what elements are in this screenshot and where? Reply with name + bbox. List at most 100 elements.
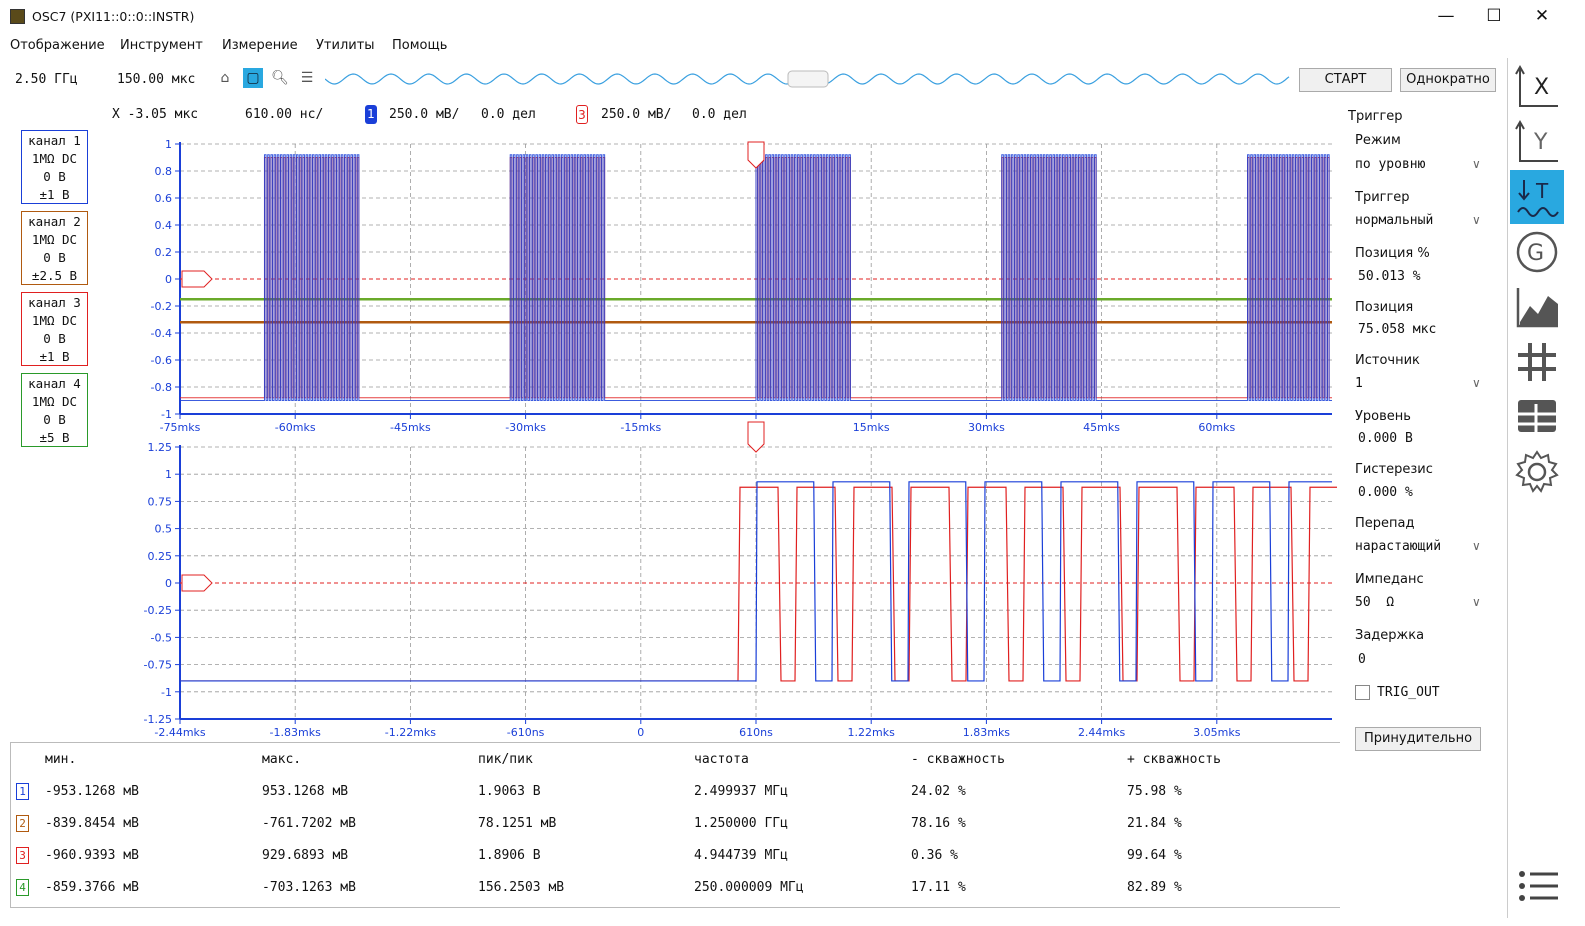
ch1-scale[interactable]: 250.0 мВ/ xyxy=(389,107,460,122)
maximize-button[interactable]: ☐ xyxy=(1486,6,1502,26)
menu-utilities[interactable]: Утилиты xyxy=(316,38,375,53)
channel-2-box[interactable]: канал 2 1MΩ DC 0 В ±2.5 В xyxy=(21,211,88,285)
grid-icon[interactable] xyxy=(1510,335,1564,389)
y-tick-label: 1.25 xyxy=(148,441,173,454)
table-icon[interactable] xyxy=(1510,390,1564,444)
y-tick-label: 0.25 xyxy=(148,550,173,563)
ch-name: канал 4 xyxy=(28,376,81,391)
measurement-value: 1.9063 В xyxy=(478,784,541,799)
row-channel-badge: 4 xyxy=(16,879,29,896)
waveform-plots[interactable]: 10.80.60.40.20-0.2-0.4-0.6-0.8-1-75mks -6… xyxy=(105,130,1337,742)
level-label: Уровень xyxy=(1355,409,1411,424)
measurement-value: -839.8454 мВ xyxy=(45,816,139,831)
hysteresis-input[interactable]: 0.000 % xyxy=(1358,485,1413,500)
channel-1-box[interactable]: канал 1 1MΩ DC 0 В ±1 В xyxy=(21,130,88,204)
ch3-offset[interactable]: 0.0 дел xyxy=(692,107,747,122)
gear-icon[interactable] xyxy=(1510,445,1564,499)
time-per-div[interactable]: 610.00 нс/ xyxy=(245,107,324,122)
source-label: Источник xyxy=(1355,353,1420,368)
select-box-icon[interactable]: ▢ xyxy=(243,68,263,88)
ch-name: канал 2 xyxy=(28,214,81,229)
edge-select[interactable]: нарастающий xyxy=(1355,539,1442,554)
list-menu-icon[interactable] xyxy=(1510,858,1564,912)
list-icon[interactable]: ☰ xyxy=(300,70,314,86)
y-tick-label: -0.8 xyxy=(151,381,172,394)
menu-measure[interactable]: Измерение xyxy=(222,38,298,53)
source-select[interactable]: 1 xyxy=(1355,376,1363,391)
svg-text:Y: Y xyxy=(1533,130,1548,155)
chart-icon[interactable] xyxy=(1510,280,1564,334)
y-axis-icon[interactable]: Y xyxy=(1510,115,1564,169)
x-offset[interactable]: X -3.05 мкс xyxy=(112,107,199,122)
measurement-value: 78.1251 мВ xyxy=(478,816,557,831)
type-label: Триггер xyxy=(1355,190,1410,205)
y-tick-label: -0.5 xyxy=(151,631,172,644)
trigger-position-marker xyxy=(747,421,765,453)
x-tick-label: 610ns xyxy=(739,726,773,739)
ch-range: ±2.5 В xyxy=(31,268,78,283)
x-axis-icon[interactable]: X xyxy=(1510,60,1564,114)
delay-input[interactable]: 0 xyxy=(1358,652,1366,667)
force-trigger-button[interactable]: Принудительно xyxy=(1355,727,1481,751)
svg-text:T: T xyxy=(1535,179,1549,203)
chevron-down-icon[interactable]: ∨ xyxy=(1472,539,1481,553)
ch-offset: 0 В xyxy=(43,412,66,427)
overview-window-handle xyxy=(787,70,829,88)
ch3-badge[interactable]: 3 xyxy=(576,105,588,124)
chevron-down-icon[interactable]: ∨ xyxy=(1472,157,1481,171)
measurement-value: -703.1263 мВ xyxy=(262,880,356,895)
position-input[interactable]: 75.058 мкс xyxy=(1358,322,1437,337)
col-freq: частота xyxy=(694,752,749,767)
timebase[interactable]: 150.00 мкс xyxy=(117,72,196,87)
trig-out-checkbox[interactable] xyxy=(1355,685,1370,700)
measurements-table: мин. макс. пик/пик частота - скважность … xyxy=(10,742,1340,908)
type-select[interactable]: нормальный xyxy=(1355,213,1434,228)
y-tick-label: 0.4 xyxy=(155,219,173,232)
chevron-down-icon[interactable]: ∨ xyxy=(1472,213,1481,227)
memory-overview-wave[interactable] xyxy=(325,69,1290,89)
close-button[interactable]: ✕ xyxy=(1534,6,1550,26)
channel-3-box[interactable]: канал 3 1MΩ DC 0 В ±1 В xyxy=(21,292,88,366)
y-tick-label: 0.75 xyxy=(148,495,173,508)
edge-label: Перепад xyxy=(1355,516,1415,531)
impedance-select[interactable]: 50 Ω xyxy=(1355,595,1395,610)
home-icon[interactable]: ⌂ xyxy=(220,70,230,86)
menu-instrument[interactable]: Инструмент xyxy=(120,38,203,53)
measurement-value: 75.98 % xyxy=(1127,784,1182,799)
level-input[interactable]: 0.000 В xyxy=(1358,431,1413,446)
x-tick-label: 60mks xyxy=(1198,421,1235,434)
minimize-button[interactable]: — xyxy=(1437,6,1455,26)
measurement-value: 24.02 % xyxy=(911,784,966,799)
trigger-icon[interactable]: T xyxy=(1510,170,1564,224)
chevron-down-icon[interactable]: ∨ xyxy=(1472,595,1481,609)
menu-display[interactable]: Отображение xyxy=(10,38,105,53)
ch1-badge[interactable]: 1 xyxy=(365,105,377,124)
position-pct-input[interactable]: 50.013 % xyxy=(1358,269,1421,284)
measurement-value: 156.2503 мВ xyxy=(478,880,565,895)
x-tick-label: 2.44mks xyxy=(1078,726,1126,739)
y-tick-label: 1 xyxy=(165,138,172,151)
x-tick-label: 15mks xyxy=(853,421,890,434)
chevron-down-icon[interactable]: ∨ xyxy=(1472,376,1481,390)
channel-4-box[interactable]: канал 4 1MΩ DC 0 В ±5 В xyxy=(21,373,88,447)
sample-rate[interactable]: 2.50 ГГц xyxy=(15,72,78,87)
col-neg-duty: - скважность xyxy=(911,752,1005,767)
row-channel-badge: 1 xyxy=(16,783,29,800)
zoom-icon[interactable]: 🔍︎ xyxy=(271,70,289,86)
y-tick-label: -0.4 xyxy=(151,327,172,340)
ch-range: ±1 В xyxy=(39,349,70,364)
single-button[interactable]: Однократно xyxy=(1400,68,1496,92)
start-button[interactable]: СТАРТ xyxy=(1299,68,1392,92)
x-tick-label: -30mks xyxy=(505,421,546,434)
menu-help[interactable]: Помощь xyxy=(392,38,448,53)
series-ch1 xyxy=(180,154,1332,401)
ch3-scale[interactable]: 250.0 мВ/ xyxy=(601,107,672,122)
svg-text:X: X xyxy=(1534,75,1549,100)
ch1-offset[interactable]: 0.0 дел xyxy=(481,107,536,122)
generator-icon[interactable]: G xyxy=(1510,225,1564,279)
trigger-position-marker xyxy=(747,141,765,169)
y-tick-label: -1.25 xyxy=(144,713,172,726)
y-tick-label: 0.2 xyxy=(155,246,173,259)
ch-coupling: 1MΩ DC xyxy=(31,394,78,409)
mode-select[interactable]: по уровню xyxy=(1355,157,1426,172)
